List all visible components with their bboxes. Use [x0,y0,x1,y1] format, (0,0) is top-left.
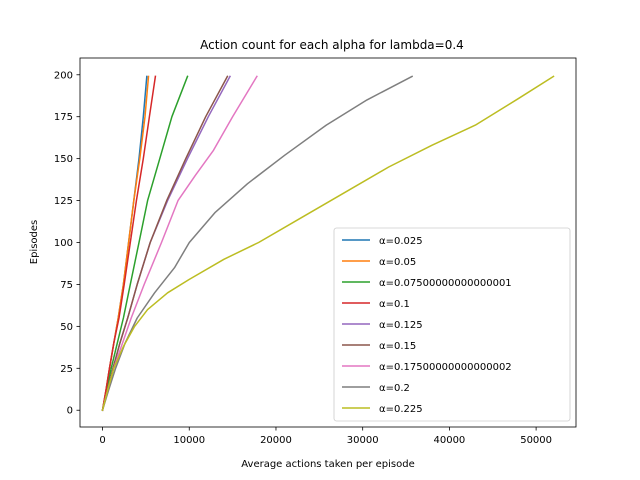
x-tick-label-0: 0 [99,435,105,446]
chart-title: Action count for each alpha for lambda=0… [200,38,464,52]
legend-entry-6: α=0.17500000000000002 [379,362,512,373]
y-tick-label-2: 50 [60,322,73,333]
legend-entry-5: α=0.15 [379,341,416,352]
legend-entry-8: α=0.225 [379,404,423,415]
y-tick-label-6: 150 [54,154,73,165]
y-axis-label: Episodes [29,220,40,264]
y-tick-label-1: 25 [60,364,73,375]
legend-entry-4: α=0.125 [379,320,423,331]
series-line-7 [101,75,414,412]
legend-entry-3: α=0.1 [379,299,410,310]
series-line-3 [101,75,157,412]
series-line-8 [101,75,555,412]
x-axis-label: Average actions taken per episode [241,459,414,470]
legend: α=0.025 α=0.05 α=0.07500000000000001 α=0.1 α… [333,227,571,422]
legend-entry-0: α=0.025 [379,236,423,247]
x-tick-label-3: 30000 [347,435,379,446]
y-tick-label-3: 75 [60,280,73,291]
legend-entry-1: α=0.05 [379,257,416,268]
x-tick-label-2: 20000 [260,435,292,446]
x-tick-label-5: 50000 [520,435,552,446]
legend-entry-2: α=0.07500000000000001 [379,278,512,289]
legend-entry-7: α=0.2 [379,383,410,394]
x-tick-label-1: 10000 [173,435,205,446]
y-tick-label-0: 0 [67,406,73,417]
legend-box [333,227,571,422]
series-line-2 [101,75,189,412]
y-tick-label-4: 100 [54,238,73,249]
y-tick-label-7: 175 [54,112,73,123]
ticks-layer: 0 10000 20000 30000 40000 50000 0 25 50 75 100 125 1… [54,70,552,446]
y-tick-label-5: 125 [54,196,73,207]
series-layer [101,75,555,412]
x-tick-label-4: 40000 [433,435,465,446]
y-tick-label-8: 200 [54,70,73,81]
